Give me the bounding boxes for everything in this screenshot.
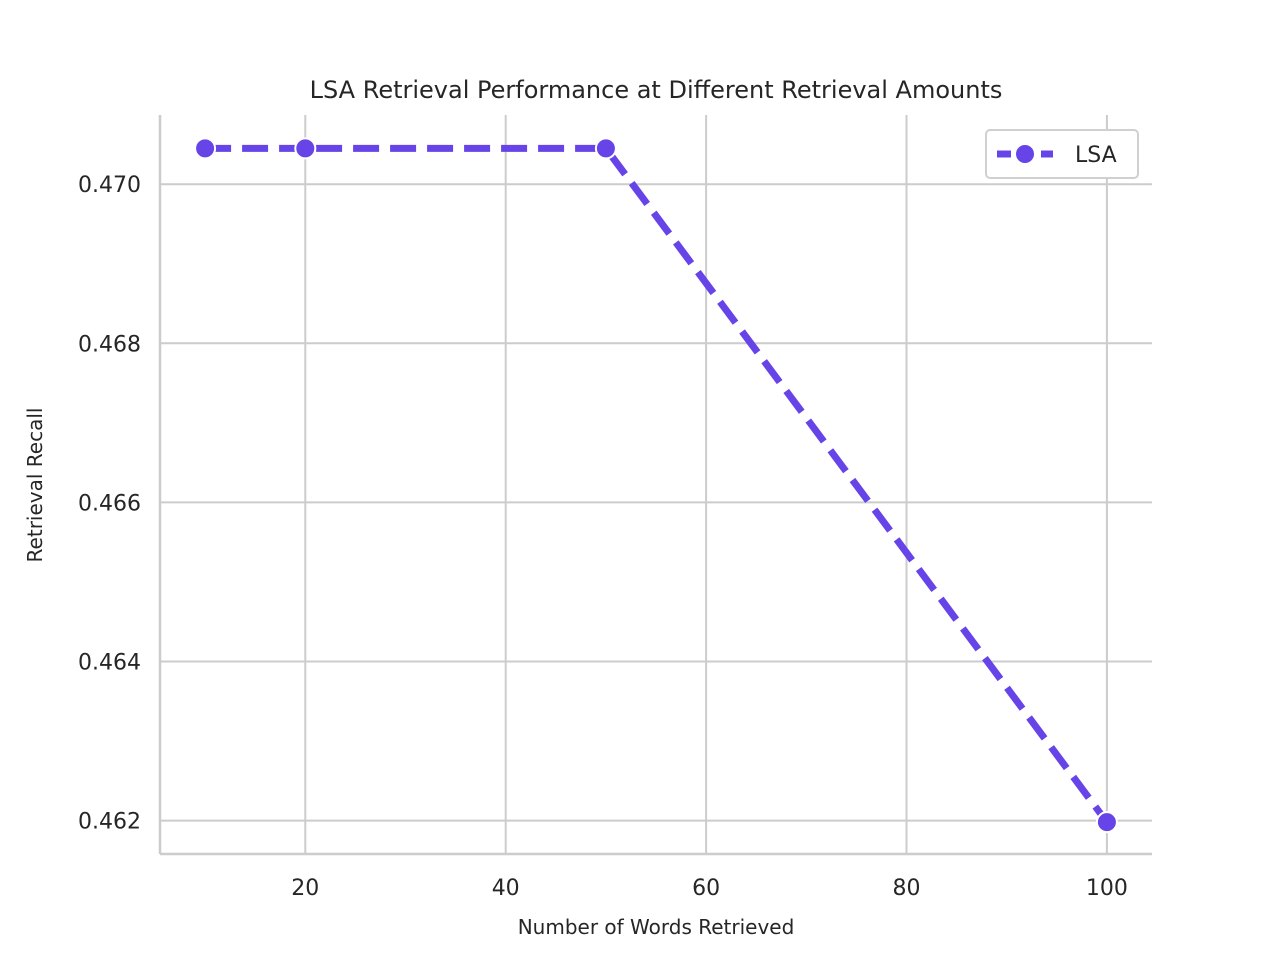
- y-tick-label: 0.466: [78, 491, 141, 516]
- x-tick-label: 60: [692, 876, 720, 901]
- y-tick-label: 0.470: [78, 173, 141, 198]
- y-tick-label: 0.468: [78, 332, 141, 357]
- y-tick-label: 0.464: [78, 650, 141, 675]
- data-point: [594, 137, 617, 160]
- x-tick-label: 100: [1086, 876, 1128, 901]
- x-tick-label: 80: [893, 876, 921, 901]
- legend-label: LSA: [1075, 143, 1117, 168]
- legend-box: [985, 129, 1139, 179]
- legend: LSA: [985, 129, 1139, 179]
- legend-marker: [1014, 143, 1036, 165]
- series-line-lsa: [205, 144, 1110, 825]
- x-tick-label: 20: [291, 876, 319, 901]
- x-tick-label: 40: [492, 876, 520, 901]
- series: [194, 137, 1118, 834]
- grid: [160, 115, 1152, 854]
- chart-title: LSA Retrieval Performance at Different R…: [310, 76, 1003, 104]
- y-axis-label: Retrieval Recall: [23, 408, 47, 563]
- y-tick-label: 0.462: [78, 810, 141, 835]
- axes: 20 40 60 80 100 0.462 0.464 0.466 0.468 0.470: [78, 115, 1152, 901]
- data-point: [194, 137, 217, 160]
- data-point: [294, 137, 317, 160]
- data-point: [1095, 811, 1118, 834]
- x-axis-label: Number of Words Retrieved: [518, 915, 795, 939]
